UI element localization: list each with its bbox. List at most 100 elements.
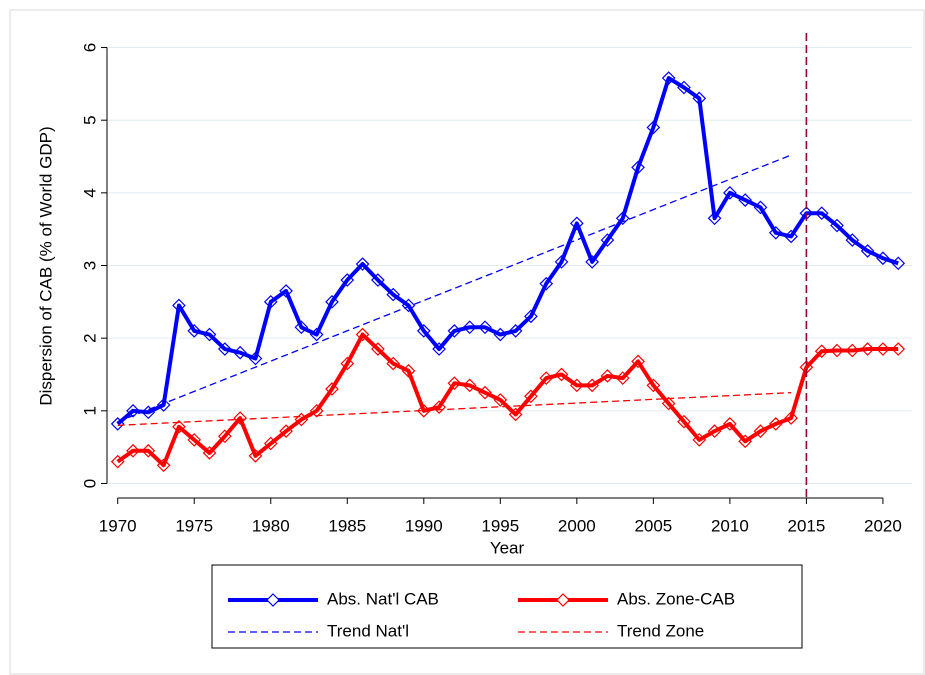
x-tick-label: 1995 [481, 516, 519, 535]
marker [340, 356, 355, 371]
marker [416, 403, 431, 418]
marker [814, 344, 829, 359]
y-tick-label: 0 [80, 479, 99, 488]
marker [631, 354, 645, 369]
marker [478, 320, 492, 335]
marker [554, 255, 569, 269]
marker [416, 324, 431, 338]
marker [692, 433, 707, 447]
marker [891, 256, 906, 271]
legend-box [211, 564, 803, 649]
y-axis-label: Dispersion of CAB (% of World GDP) [36, 126, 55, 405]
marker [646, 378, 661, 393]
marker [554, 367, 569, 382]
marker [110, 417, 125, 431]
legend-marker [266, 593, 280, 607]
marker [723, 185, 737, 200]
y-tick-label: 3 [80, 261, 99, 270]
marker [371, 273, 385, 287]
marker [233, 345, 247, 360]
marker [172, 298, 186, 313]
y-tick-label: 5 [80, 115, 99, 124]
legend-label: Abs. Zone-CAB [617, 589, 735, 608]
series-line [116, 76, 899, 426]
marker [661, 71, 676, 85]
marker [860, 342, 875, 356]
marker [707, 424, 722, 439]
marker [355, 327, 370, 342]
marker [830, 218, 844, 233]
x-tick-label: 2015 [787, 516, 825, 535]
marker [585, 378, 599, 393]
marker [524, 389, 538, 404]
marker [707, 211, 722, 226]
marker [876, 342, 890, 356]
x-tick-label: 1985 [328, 516, 366, 535]
marker [110, 454, 125, 469]
marker [677, 414, 691, 429]
marker [447, 324, 462, 338]
marker [738, 193, 753, 207]
x-tick-label: 1970 [99, 516, 137, 535]
marker [723, 417, 737, 431]
marker [615, 371, 630, 385]
marker [692, 91, 707, 106]
marker [386, 287, 401, 302]
marker [202, 327, 217, 342]
marker [401, 364, 416, 378]
marker [784, 229, 798, 244]
y-tick-label: 2 [80, 333, 99, 342]
marker [141, 405, 156, 420]
marker [768, 417, 783, 431]
x-axis-label: Year [490, 538, 525, 557]
marker [876, 251, 890, 266]
series-line [116, 332, 899, 468]
marker [202, 446, 217, 460]
marker [156, 458, 171, 473]
marker [187, 324, 202, 338]
marker [493, 327, 508, 342]
legend-label: Abs. Nat'l CAB [327, 589, 439, 608]
marker [325, 294, 339, 309]
marker [279, 424, 293, 439]
marker [830, 343, 844, 358]
marker [493, 393, 508, 407]
marker [432, 400, 446, 415]
marker [784, 411, 798, 425]
marker [217, 342, 232, 356]
marker [156, 398, 171, 412]
marker [233, 411, 247, 425]
x-tick-label: 2000 [558, 516, 596, 535]
marker [371, 342, 385, 356]
marker [631, 160, 645, 175]
legend-label: Trend Nat'l [327, 621, 409, 640]
marker [248, 351, 263, 366]
marker [462, 378, 477, 393]
marker [646, 120, 661, 135]
marker [768, 225, 783, 240]
marker [569, 378, 584, 393]
marker [860, 244, 875, 258]
marker [340, 273, 355, 287]
x-tick-label: 1975 [175, 516, 213, 535]
marker [600, 369, 615, 383]
marker [539, 371, 554, 385]
marker [217, 429, 232, 444]
marker [355, 257, 370, 271]
marker [447, 376, 462, 391]
legend-marker [556, 593, 570, 607]
marker [615, 211, 630, 226]
marker [263, 436, 278, 451]
marker [585, 255, 599, 269]
marker [386, 356, 401, 371]
marker [126, 403, 140, 418]
marker [172, 419, 186, 434]
x-tick-label: 2020 [864, 516, 902, 535]
marker [187, 433, 202, 447]
y-tick-label: 6 [80, 43, 99, 52]
x-tick-label: 1980 [252, 516, 290, 535]
y-tick-label: 1 [80, 406, 99, 415]
marker [248, 449, 263, 463]
marker [569, 216, 584, 231]
